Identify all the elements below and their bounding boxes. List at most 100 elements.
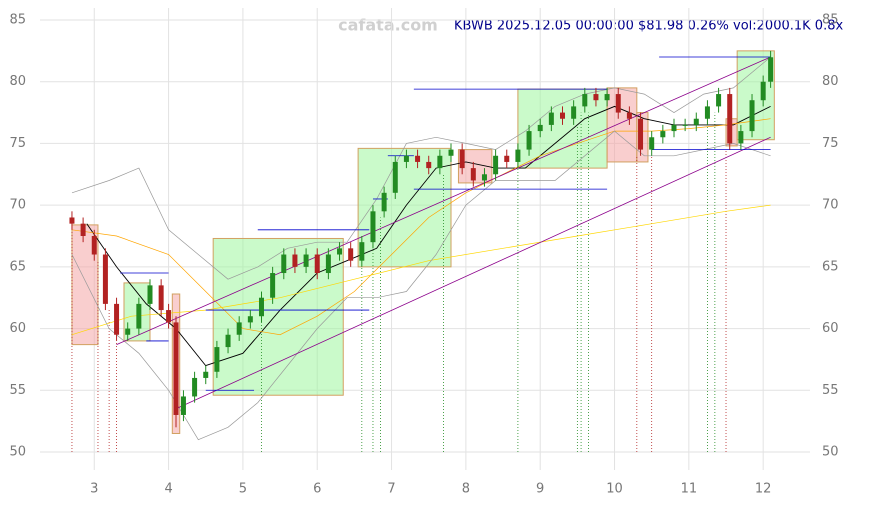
y-tick-label: 75 bbox=[9, 136, 26, 151]
zone bbox=[517, 88, 608, 169]
x-tick-label: 11 bbox=[681, 482, 698, 497]
candle-body bbox=[582, 94, 588, 107]
x-tick-label: 4 bbox=[164, 482, 172, 497]
candle-body bbox=[571, 106, 577, 119]
chart-title: KBWB 2025.12.05 00:00:00 $81.98 0.26% vo… bbox=[454, 19, 843, 34]
candle-body bbox=[91, 236, 97, 255]
candle-body bbox=[180, 396, 186, 415]
y-tick-label-right: 50 bbox=[822, 445, 839, 460]
candle-body bbox=[604, 94, 610, 101]
candle-body bbox=[236, 322, 242, 335]
candle-body bbox=[682, 124, 688, 126]
candle-body bbox=[303, 254, 309, 267]
candle-body bbox=[615, 94, 621, 113]
zone bbox=[606, 87, 638, 163]
candle-body bbox=[671, 124, 677, 132]
watermark: cafata.com bbox=[338, 16, 438, 35]
trend-line bbox=[116, 56, 771, 345]
candle-body bbox=[258, 297, 264, 317]
candle-body bbox=[125, 328, 131, 335]
x-tick-label: 7 bbox=[387, 482, 395, 497]
x-tick-label: 12 bbox=[755, 482, 772, 497]
candle-body bbox=[192, 377, 198, 397]
y-tick-label: 85 bbox=[9, 13, 26, 28]
y-tick-label: 80 bbox=[9, 74, 26, 89]
candle-body bbox=[80, 223, 86, 236]
zone bbox=[212, 237, 344, 396]
candle-body bbox=[359, 242, 365, 261]
candle-body bbox=[203, 371, 209, 378]
y-tick-label: 60 bbox=[9, 321, 26, 336]
candle-body bbox=[136, 303, 142, 329]
y-tick-label-right: 85 bbox=[822, 13, 839, 28]
candle-body bbox=[448, 149, 454, 156]
overlay-line bbox=[71, 204, 771, 336]
candle-body bbox=[214, 347, 220, 372]
candle-body bbox=[314, 254, 320, 274]
candle-body bbox=[370, 211, 376, 243]
candle-body bbox=[437, 155, 443, 169]
candle-body bbox=[560, 112, 565, 119]
overlay-line bbox=[86, 105, 771, 367]
candle-body bbox=[281, 254, 287, 274]
candle-body bbox=[768, 57, 774, 82]
candle-body bbox=[470, 168, 476, 181]
overlay-line bbox=[71, 130, 771, 441]
x-tick-label: 5 bbox=[239, 482, 247, 497]
candle-body bbox=[415, 155, 421, 162]
candle-body bbox=[392, 161, 398, 193]
candle-body bbox=[225, 334, 231, 348]
overlay-line bbox=[71, 56, 771, 280]
y-tick-label: 50 bbox=[9, 445, 26, 460]
candle-body bbox=[526, 131, 532, 150]
candle-body bbox=[649, 137, 655, 150]
candle-body bbox=[348, 248, 354, 261]
y-tick-label: 70 bbox=[9, 198, 26, 213]
y-tick-label-right: 60 bbox=[822, 321, 839, 336]
candle-body bbox=[638, 118, 644, 150]
y-tick-label-right: 70 bbox=[822, 198, 839, 213]
candle-body bbox=[593, 94, 599, 101]
candle-body bbox=[704, 106, 710, 119]
candle-body bbox=[325, 254, 331, 274]
y-tick-label-right: 80 bbox=[822, 74, 839, 89]
candle-body bbox=[515, 149, 521, 162]
candle-body bbox=[381, 192, 387, 212]
candle-body bbox=[760, 81, 766, 101]
candle-body bbox=[749, 100, 755, 132]
candle-body bbox=[727, 94, 733, 144]
candle-body bbox=[459, 149, 465, 169]
candle-body bbox=[166, 310, 172, 323]
candle-body bbox=[626, 112, 632, 119]
candle-body bbox=[158, 285, 164, 311]
trend-line bbox=[175, 136, 771, 410]
x-tick-label: 8 bbox=[462, 482, 470, 497]
candle-body bbox=[693, 118, 699, 125]
y-tick-label: 55 bbox=[9, 383, 26, 398]
x-tick-label: 10 bbox=[606, 482, 623, 497]
candle-body bbox=[504, 155, 510, 162]
candle-body bbox=[481, 174, 487, 181]
candle-body bbox=[69, 217, 75, 224]
candle-body bbox=[660, 131, 666, 138]
y-tick-label: 65 bbox=[9, 259, 26, 274]
x-tick-label: 9 bbox=[536, 482, 544, 497]
candle-body bbox=[114, 303, 120, 335]
candle-body bbox=[102, 254, 108, 304]
candle-body bbox=[292, 254, 298, 267]
candle-body bbox=[493, 155, 499, 175]
x-tick-label: 3 bbox=[90, 482, 98, 497]
candle-body bbox=[247, 316, 253, 323]
candle-body bbox=[173, 322, 179, 415]
candle-body bbox=[147, 285, 153, 304]
candle-body bbox=[270, 273, 276, 298]
candle-body bbox=[548, 112, 554, 125]
candle-body bbox=[403, 155, 409, 162]
candle-body bbox=[537, 124, 543, 132]
x-tick-label: 6 bbox=[313, 482, 321, 497]
candle-body bbox=[337, 248, 343, 255]
y-tick-label-right: 55 bbox=[822, 383, 839, 398]
candle-body bbox=[738, 131, 744, 144]
candle-body bbox=[716, 94, 722, 107]
